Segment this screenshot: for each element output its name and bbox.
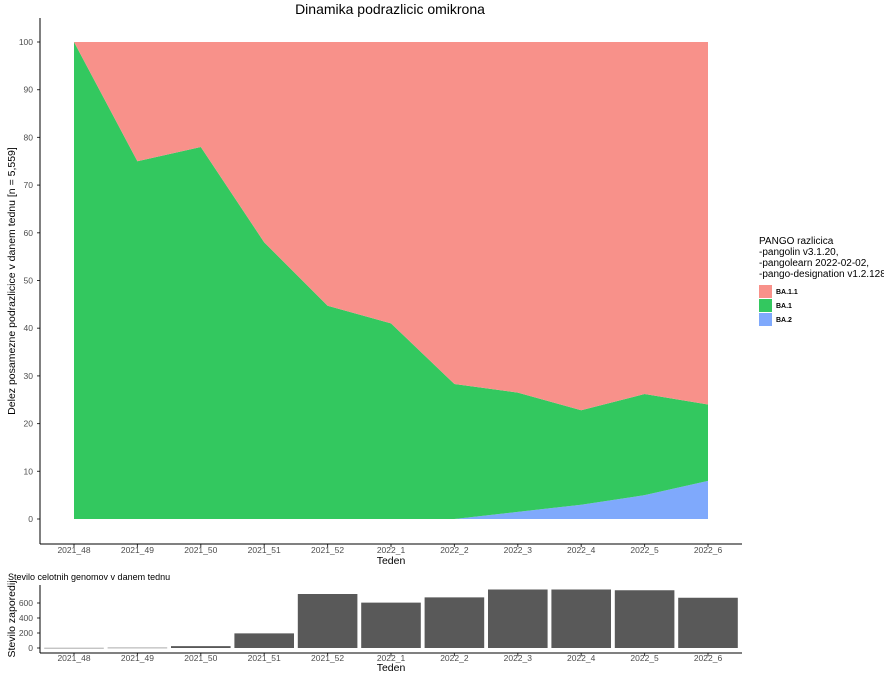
bar-y-tick-label: 400 xyxy=(19,613,33,623)
bar-x-tick-label: 2022_5 xyxy=(630,653,659,663)
x-tick-label: 2021_51 xyxy=(248,545,281,555)
legend-label: BA.1 xyxy=(776,303,792,310)
bar-x-axis-label: Teden xyxy=(377,662,406,674)
x-tick-label: 2022_3 xyxy=(504,545,533,555)
x-tick-label: 2022_6 xyxy=(694,545,723,555)
y-tick-label: 50 xyxy=(24,276,34,286)
main-chart-title: Dinamika podrazlicic omikrona xyxy=(295,1,485,17)
y-tick-label: 10 xyxy=(24,466,34,476)
legend-title-line-3: -pangolearn 2022-02-02, xyxy=(759,258,869,269)
bar-2021_49 xyxy=(107,647,168,649)
legend-title-line-4: -pango-designation v1.2.128 xyxy=(759,269,884,280)
bar-2022_3 xyxy=(488,589,548,648)
y-tick-label: 30 xyxy=(24,371,34,381)
bar-x-tick-label: 2022_2 xyxy=(440,653,469,663)
legend-title-line-1: PANGO razlicica xyxy=(759,236,834,247)
legend-label: BA.2 xyxy=(776,317,792,324)
bar-2022_6 xyxy=(678,597,738,648)
bar-x-tick-label: 2022_6 xyxy=(694,653,723,663)
y-tick-label: 70 xyxy=(24,180,34,190)
main-y-axis-label: Delez posamezne podrazlicice v danem ted… xyxy=(6,147,18,415)
area-ba-2 xyxy=(74,480,708,519)
bar-2021_51 xyxy=(234,633,294,648)
bar-x-ticks: 2021_48 2021_49 2021_50 2021_51 2021_52 2022_… xyxy=(57,653,722,663)
bar-x-tick-label: 2022_3 xyxy=(504,653,533,663)
bar-y-tick-label: 600 xyxy=(19,598,33,608)
y-tick-label: 20 xyxy=(24,419,34,429)
bar-x-tick-label: 2022_1 xyxy=(377,653,406,663)
bar-x-tick-label: 2021_49 xyxy=(121,653,154,663)
bar-chart-title: Stevilo celotnih genomov v danem tednu xyxy=(8,572,170,582)
bar-x-tick-label: 2021_48 xyxy=(57,653,90,663)
legend-title-line-2: -pangolin v3.1.20, xyxy=(759,247,839,258)
bar-x-tick-label: 2021_52 xyxy=(311,653,344,663)
bar-2022_5 xyxy=(614,590,675,648)
bar-2021_48 xyxy=(44,647,104,649)
y-tick-label: 80 xyxy=(24,132,34,142)
y-tick-label: 90 xyxy=(24,85,34,95)
x-tick-label: 2022_1 xyxy=(377,545,406,555)
bar-2021_50 xyxy=(171,646,231,648)
bar-y-ticks: 0 200 400 600 xyxy=(19,598,40,653)
legend-label: BA.1.1 xyxy=(776,289,798,296)
bar-2022_4 xyxy=(551,589,611,648)
y-tick-label: 60 xyxy=(24,228,34,238)
y-tick-label: 100 xyxy=(19,37,33,47)
bar-y-tick-label: 200 xyxy=(19,628,33,638)
legend-swatch-ba-1 xyxy=(759,299,772,312)
x-tick-label: 2021_48 xyxy=(57,545,90,555)
legend-swatch-ba-1-1 xyxy=(759,285,772,298)
x-tick-label: 2022_4 xyxy=(567,545,596,555)
area-ba-1-1 xyxy=(74,42,708,411)
main-x-axis-label: Teden xyxy=(377,555,406,567)
x-tick-label: 2022_2 xyxy=(440,545,469,555)
main-area-series xyxy=(74,42,708,519)
main-y-ticks: 0 10 20 30 40 50 60 70 80 90 100 xyxy=(19,37,40,524)
y-tick-label: 40 xyxy=(24,323,34,333)
area-ba-1 xyxy=(74,42,708,519)
bar-x-tick-label: 2021_50 xyxy=(184,653,217,663)
bar-2022_1 xyxy=(361,602,421,648)
bar-y-tick-label: 0 xyxy=(28,643,33,653)
bar-series xyxy=(44,589,738,649)
x-tick-label: 2021_50 xyxy=(184,545,217,555)
y-tick-label: 0 xyxy=(28,514,33,524)
x-tick-label: 2022_5 xyxy=(630,545,659,555)
x-tick-label: 2021_49 xyxy=(121,545,154,555)
bar-2022_2 xyxy=(424,597,485,648)
main-x-ticks: 2021_48 2021_49 2021_50 2021_51 2021_52 2022_… xyxy=(57,544,722,555)
x-tick-label: 2021_52 xyxy=(311,545,344,555)
legend-swatch-ba-2 xyxy=(759,313,772,326)
bar-x-tick-label: 2021_51 xyxy=(248,653,281,663)
bar-y-axis-label: Stevilo zaporedij xyxy=(6,580,18,657)
bar-x-tick-label: 2022_4 xyxy=(567,653,596,663)
bar-2021_52 xyxy=(297,594,358,648)
legend: PANGO razlicica -pangolin v3.1.20, -pang… xyxy=(759,236,884,326)
